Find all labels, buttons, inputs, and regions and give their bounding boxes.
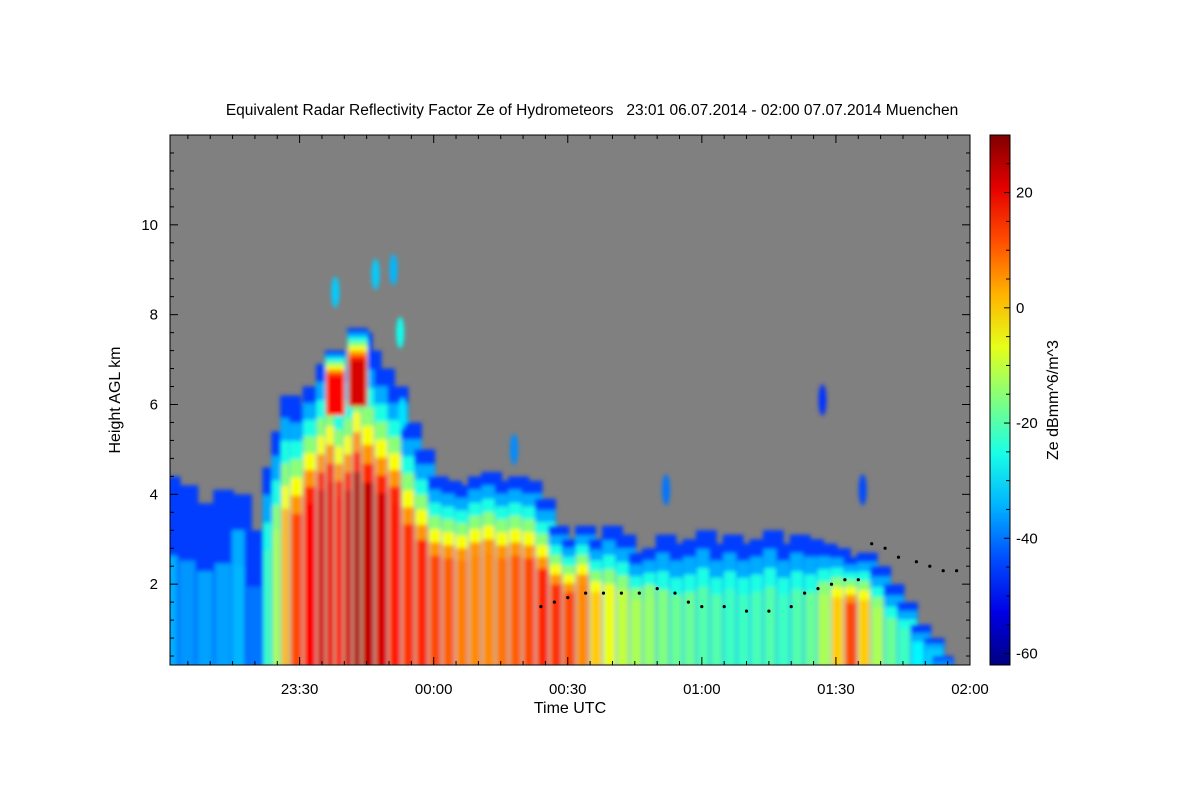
- cloud-base-markers: [539, 542, 959, 613]
- colorbar-axis: 20 0 -20 -40 -60: [1004, 134, 1038, 662]
- cloud-base-point-26: [955, 569, 959, 573]
- cloud-base-point-20: [870, 542, 874, 546]
- cloud-base-point-18: [843, 578, 847, 582]
- cloud-base-point-15: [803, 591, 807, 595]
- cloud-base-point-5: [619, 591, 624, 595]
- reflectivity-column-59-level-1: [934, 659, 952, 665]
- chart-title: Equivalent Radar Reflectivity Factor Ze …: [226, 102, 958, 119]
- x-axis-label: Time UTC: [534, 700, 606, 717]
- colorbar-tick-label-2: -20: [1016, 415, 1038, 432]
- cloud-base-point-9: [686, 600, 691, 604]
- cloud-base-point-16: [816, 587, 820, 591]
- cloud-base-point-19: [856, 578, 860, 582]
- reflectivity-cell-4: [398, 397, 407, 430]
- reflectivity-cell-0: [331, 276, 340, 308]
- x-tick-label-3: 01:00: [683, 681, 721, 698]
- reflectivity-tower-1-level-7: [348, 360, 367, 407]
- plot-frame: [169, 134, 971, 666]
- cloud-base-point-25: [941, 569, 945, 573]
- reflectivity-cell-1: [371, 258, 380, 290]
- cloud-base-point-12: [744, 609, 749, 613]
- cloud-base-point-23: [914, 560, 919, 564]
- reflectivity-cell-6: [662, 474, 671, 506]
- y-tick-label-1: 4: [150, 486, 158, 503]
- reflectivity-cell-3: [396, 316, 405, 349]
- cloud-base-point-7: [655, 587, 659, 591]
- x-tick-label-1: 00:00: [415, 681, 453, 698]
- cloud-base-point-22: [896, 555, 901, 559]
- colorbar: [989, 134, 1011, 666]
- colorbar-label: Ze dBmm^6/m^3: [1045, 340, 1062, 460]
- reflectivity-cell-2: [389, 254, 398, 286]
- cloud-base-point-11: [722, 605, 726, 609]
- reflectivity-cell-7: [818, 384, 827, 416]
- x-tick-label-0: 23:30: [281, 681, 319, 698]
- axes: 23:30 00:00 00:30 01:00 01:30 02:00 2 4 6 8 10: [141, 135, 989, 698]
- reflectivity-column-3-level-1: [214, 563, 233, 665]
- reflectivity-cell-5: [510, 433, 519, 466]
- x-tick-label-2: 00:30: [549, 681, 587, 698]
- y-tick-label-3: 8: [150, 307, 158, 324]
- cloud-base-point-0: [539, 605, 543, 609]
- reflectivity-tower-0-level-7: [326, 377, 345, 416]
- reflectivity-field: [170, 254, 954, 665]
- reflectivity-column-1-level-1: [179, 560, 197, 665]
- y-tick-label-0: 2: [150, 576, 158, 593]
- cloud-base-point-24: [928, 564, 932, 568]
- y-tick-label-2: 6: [150, 396, 158, 413]
- colorbar-tick-label-1: 0: [1016, 300, 1024, 317]
- colorbar-tick-label-4: -60: [1016, 645, 1038, 662]
- reflectivity-column-5-level-1: [246, 586, 264, 665]
- cloud-base-point-6: [637, 591, 641, 595]
- cloud-base-point-1: [552, 600, 557, 604]
- cloud-base-point-10: [700, 605, 704, 609]
- colorbar-tick-label-3: -40: [1016, 530, 1038, 547]
- cloud-base-point-8: [673, 591, 677, 595]
- reflectivity-column-2-level-1: [197, 571, 215, 665]
- y-tick-label-4: 10: [141, 217, 158, 234]
- reflectivity-cell-8: [858, 474, 867, 506]
- colorbar-tick-label-0: 20: [1016, 185, 1033, 202]
- y-axis-label: Height AGL km: [107, 346, 124, 453]
- x-tick-label-5: 02:00: [951, 681, 989, 698]
- cloud-base-point-17: [829, 582, 834, 586]
- cloud-base-point-2: [566, 596, 570, 600]
- cloud-base-point-3: [584, 591, 588, 595]
- cloud-base-point-21: [883, 546, 887, 550]
- x-tick-label-4: 01:30: [817, 681, 855, 698]
- cloud-base-point-4: [601, 591, 606, 595]
- cloud-base-point-13: [767, 609, 771, 613]
- reflectivity-column-0-level-1: [170, 555, 179, 665]
- cloud-base-point-14: [789, 605, 793, 609]
